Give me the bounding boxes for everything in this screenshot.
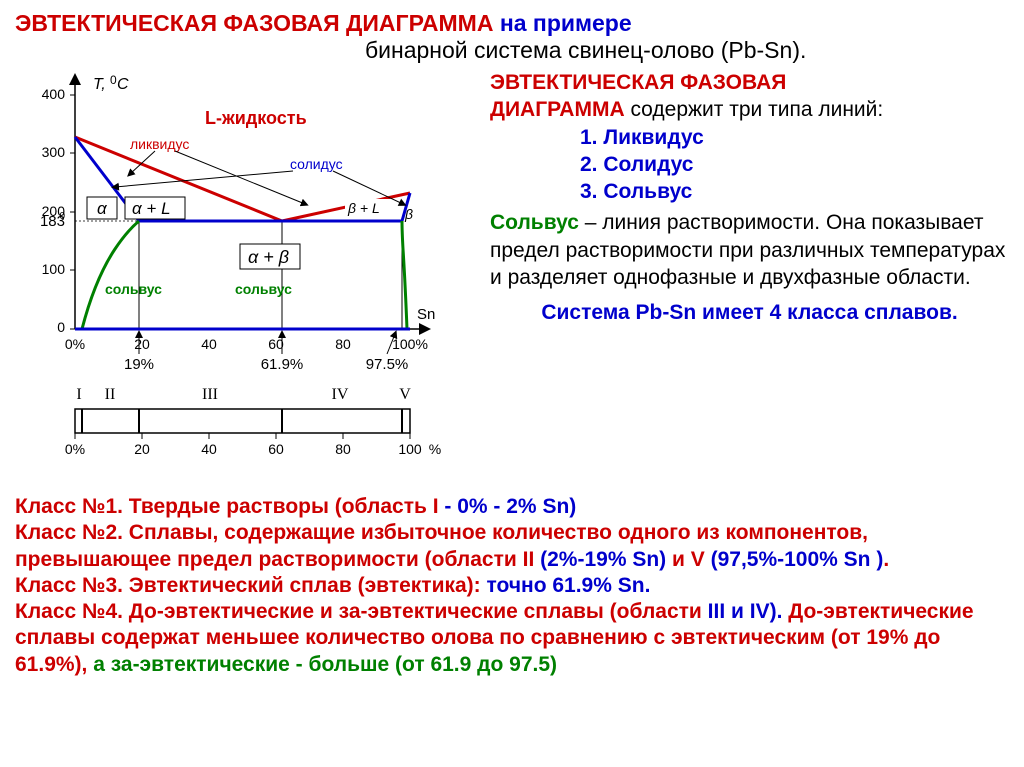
svg-text:IV: IV <box>332 386 349 403</box>
sys-line: Система Pb-Sn имеет 4 класса сплавов. <box>541 301 957 324</box>
c3b: точно 61.9% Sn. <box>481 574 651 597</box>
c2e: . <box>883 548 889 571</box>
svg-text:40: 40 <box>201 441 217 457</box>
svg-text:20: 20 <box>134 441 150 457</box>
svg-text:61.9%: 61.9% <box>261 356 304 373</box>
svg-text:0%: 0% <box>65 336 85 352</box>
svg-text:α + β: α + β <box>248 247 289 267</box>
svg-text:0: 0 <box>59 211 65 222</box>
liquidus-label: L-жидкость <box>205 108 307 128</box>
c4d: а за-эвтектические - больше (от 61.9 до … <box>87 653 557 676</box>
svg-text:I: I <box>76 386 81 403</box>
svg-text:20: 20 <box>134 336 150 352</box>
svg-text:40: 40 <box>201 336 217 352</box>
side-hdr-cont: содержит три типа линий: <box>625 98 884 121</box>
svg-text:60: 60 <box>268 441 284 457</box>
svg-text:C: C <box>117 76 129 93</box>
c2b: (2%-19% Sn) <box>534 548 666 571</box>
svg-text:80: 80 <box>335 441 351 457</box>
svg-text:α + L: α + L <box>132 199 171 218</box>
c3a: Класс №3. Эвтектический сплав (эвтектика… <box>15 574 481 597</box>
y-axis-label: T, <box>93 76 106 93</box>
li1: 1. Ликвидус <box>580 124 1009 151</box>
svg-text:80: 80 <box>335 336 351 352</box>
svg-text:II: II <box>105 386 116 403</box>
phase-diagram: T, 0 C 0 100 200 300 400 1830 0% 20 40 6… <box>15 69 475 489</box>
likvidus-small: ликвидус <box>130 136 189 152</box>
side-hdr2: ДИАГРАММА <box>490 98 625 121</box>
title-primer: примере <box>533 10 632 36</box>
title-red: ЭВТЕКТИЧЕСКАЯ ФАЗОВАЯ ДИАГРАММА <box>15 10 493 36</box>
svg-text:0: 0 <box>110 73 117 87</box>
svg-text:Sn: Sn <box>417 306 435 323</box>
svg-text:100: 100 <box>42 261 66 277</box>
svg-text:%: % <box>429 441 441 457</box>
c1a: Класс №1. Твердые растворы (область I <box>15 495 439 518</box>
svg-text:0%: 0% <box>65 441 85 457</box>
c2d: (97,5%-100% Sn ) <box>711 548 884 571</box>
svg-text:400: 400 <box>42 86 66 102</box>
svg-text:100: 100 <box>398 441 422 457</box>
svg-text:0: 0 <box>57 319 65 335</box>
svg-text:α: α <box>97 199 108 218</box>
title-line2: бинарной система свинец-олово (Pb-Sn). <box>365 37 1009 64</box>
bottom-text: Класс №1. Твердые растворы (область I - … <box>15 494 1009 678</box>
c4b: III и IV). <box>702 600 788 623</box>
svg-text:β: β <box>404 206 413 222</box>
svg-text:III: III <box>202 386 218 403</box>
c1b: - 0% - 2% Sn) <box>439 495 577 518</box>
c2c: и V <box>666 548 710 571</box>
solvus-right: сольвус <box>235 281 292 297</box>
title-na: на <box>493 10 532 36</box>
svg-text:300: 300 <box>42 144 66 160</box>
li3: 3. Сольвус <box>580 178 1009 205</box>
side-text: ЭВТЕКТИЧЕСКАЯ ФАЗОВАЯ ДИАГРАММА содержит… <box>475 69 1009 489</box>
svg-text:β + L: β + L <box>347 200 380 216</box>
svg-text:100%: 100% <box>392 336 428 352</box>
li2: 2. Солидус <box>580 151 1009 178</box>
title-line1: ЭВТЕКТИЧЕСКАЯ ФАЗОВАЯ ДИАГРАММА на приме… <box>15 10 1009 37</box>
svg-text:V: V <box>399 386 411 403</box>
solidus-small: солидус <box>290 156 343 172</box>
c4a: Класс №4. До-эвтектические и за-эвтектич… <box>15 600 702 623</box>
solvus-bold: Сольвус <box>490 211 579 234</box>
solvus-left: сольвус <box>105 281 162 297</box>
svg-text:97.5%: 97.5% <box>366 356 409 373</box>
svg-text:19%: 19% <box>124 356 154 373</box>
side-hdr1: ЭВТЕКТИЧЕСКАЯ ФАЗОВАЯ <box>490 71 786 94</box>
